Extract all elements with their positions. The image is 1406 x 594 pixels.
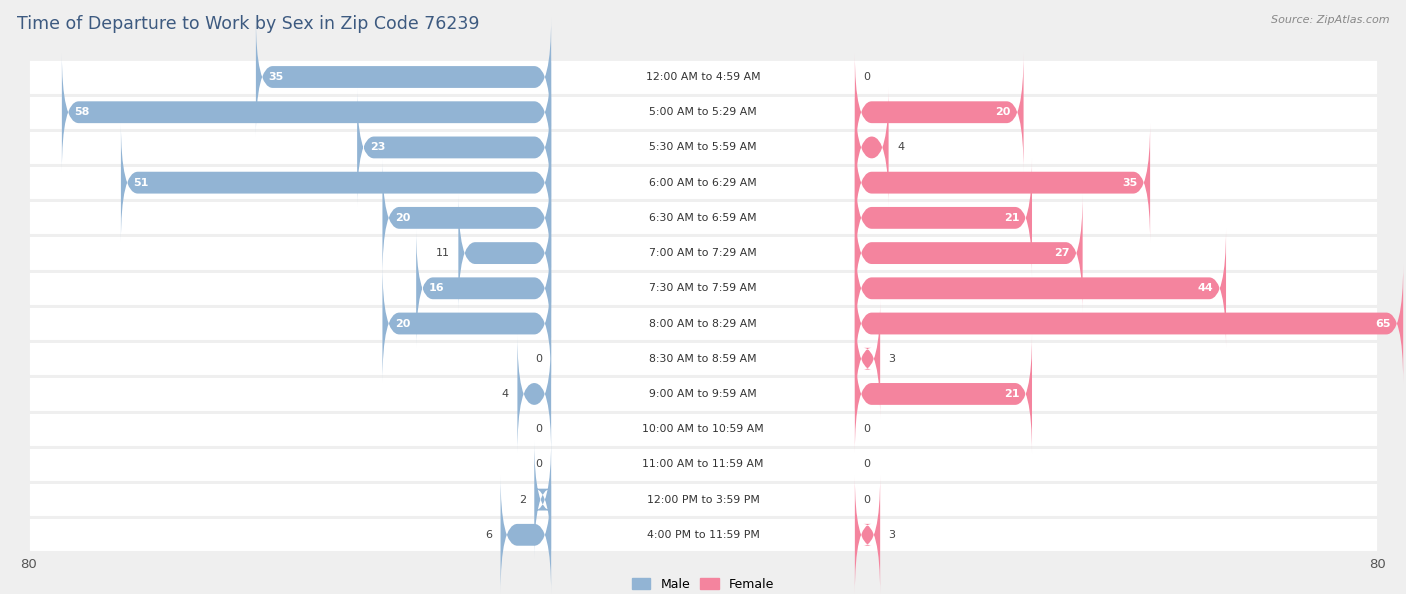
FancyBboxPatch shape <box>855 334 1032 453</box>
Text: 27: 27 <box>1054 248 1070 258</box>
Text: 5:30 AM to 5:59 AM: 5:30 AM to 5:59 AM <box>650 143 756 153</box>
Text: 2: 2 <box>519 495 526 504</box>
Text: 0: 0 <box>536 424 543 434</box>
Text: 0: 0 <box>536 459 543 469</box>
Text: 10:00 AM to 10:59 AM: 10:00 AM to 10:59 AM <box>643 424 763 434</box>
FancyBboxPatch shape <box>28 412 1378 447</box>
FancyBboxPatch shape <box>382 264 551 383</box>
Text: 0: 0 <box>863 72 870 82</box>
Text: 12:00 AM to 4:59 AM: 12:00 AM to 4:59 AM <box>645 72 761 82</box>
FancyBboxPatch shape <box>28 271 1378 306</box>
Text: 44: 44 <box>1198 283 1213 293</box>
Text: 11:00 AM to 11:59 AM: 11:00 AM to 11:59 AM <box>643 459 763 469</box>
Text: 4: 4 <box>502 389 509 399</box>
Text: 5:00 AM to 5:29 AM: 5:00 AM to 5:29 AM <box>650 108 756 117</box>
Legend: Male, Female: Male, Female <box>631 577 775 590</box>
Text: 51: 51 <box>134 178 149 188</box>
Text: 4:00 PM to 11:59 PM: 4:00 PM to 11:59 PM <box>647 530 759 540</box>
FancyBboxPatch shape <box>28 377 1378 412</box>
Text: 0: 0 <box>863 495 870 504</box>
Text: 20: 20 <box>995 108 1011 117</box>
FancyBboxPatch shape <box>382 159 551 277</box>
FancyBboxPatch shape <box>855 475 880 594</box>
FancyBboxPatch shape <box>855 264 1403 383</box>
Text: 35: 35 <box>1122 178 1137 188</box>
Text: 3: 3 <box>889 354 896 364</box>
FancyBboxPatch shape <box>28 130 1378 165</box>
Text: 20: 20 <box>395 213 411 223</box>
Text: Source: ZipAtlas.com: Source: ZipAtlas.com <box>1271 15 1389 25</box>
FancyBboxPatch shape <box>121 123 551 242</box>
Text: 9:00 AM to 9:59 AM: 9:00 AM to 9:59 AM <box>650 389 756 399</box>
FancyBboxPatch shape <box>501 475 551 594</box>
Text: 3: 3 <box>889 530 896 540</box>
FancyBboxPatch shape <box>62 53 551 172</box>
FancyBboxPatch shape <box>855 123 1150 242</box>
FancyBboxPatch shape <box>855 229 1226 348</box>
Text: 7:00 AM to 7:29 AM: 7:00 AM to 7:29 AM <box>650 248 756 258</box>
Text: 21: 21 <box>1004 389 1019 399</box>
Text: 6:30 AM to 6:59 AM: 6:30 AM to 6:59 AM <box>650 213 756 223</box>
FancyBboxPatch shape <box>416 229 551 348</box>
Text: 8:00 AM to 8:29 AM: 8:00 AM to 8:29 AM <box>650 318 756 328</box>
FancyBboxPatch shape <box>28 59 1378 94</box>
Text: 4: 4 <box>897 143 904 153</box>
Text: 58: 58 <box>75 108 90 117</box>
Text: 12:00 PM to 3:59 PM: 12:00 PM to 3:59 PM <box>647 495 759 504</box>
FancyBboxPatch shape <box>28 517 1378 552</box>
FancyBboxPatch shape <box>28 447 1378 482</box>
Text: 35: 35 <box>269 72 284 82</box>
Text: 8:30 AM to 8:59 AM: 8:30 AM to 8:59 AM <box>650 354 756 364</box>
FancyBboxPatch shape <box>855 88 889 207</box>
Text: 16: 16 <box>429 283 444 293</box>
FancyBboxPatch shape <box>28 94 1378 130</box>
FancyBboxPatch shape <box>855 194 1083 312</box>
Text: Time of Departure to Work by Sex in Zip Code 76239: Time of Departure to Work by Sex in Zip … <box>17 15 479 33</box>
FancyBboxPatch shape <box>357 88 551 207</box>
FancyBboxPatch shape <box>855 53 1024 172</box>
FancyBboxPatch shape <box>256 17 551 137</box>
FancyBboxPatch shape <box>28 200 1378 235</box>
FancyBboxPatch shape <box>855 159 1032 277</box>
FancyBboxPatch shape <box>28 306 1378 341</box>
FancyBboxPatch shape <box>28 482 1378 517</box>
Text: 6: 6 <box>485 530 492 540</box>
Text: 0: 0 <box>863 424 870 434</box>
Text: 0: 0 <box>536 354 543 364</box>
FancyBboxPatch shape <box>534 440 551 559</box>
Text: 6:00 AM to 6:29 AM: 6:00 AM to 6:29 AM <box>650 178 756 188</box>
FancyBboxPatch shape <box>517 334 551 453</box>
Text: 21: 21 <box>1004 213 1019 223</box>
FancyBboxPatch shape <box>28 165 1378 200</box>
Text: 65: 65 <box>1375 318 1391 328</box>
FancyBboxPatch shape <box>855 299 880 418</box>
FancyBboxPatch shape <box>458 194 551 312</box>
FancyBboxPatch shape <box>28 235 1378 271</box>
FancyBboxPatch shape <box>28 341 1378 377</box>
Text: 11: 11 <box>436 248 450 258</box>
Text: 20: 20 <box>395 318 411 328</box>
Text: 0: 0 <box>863 459 870 469</box>
Text: 23: 23 <box>370 143 385 153</box>
Text: 7:30 AM to 7:59 AM: 7:30 AM to 7:59 AM <box>650 283 756 293</box>
